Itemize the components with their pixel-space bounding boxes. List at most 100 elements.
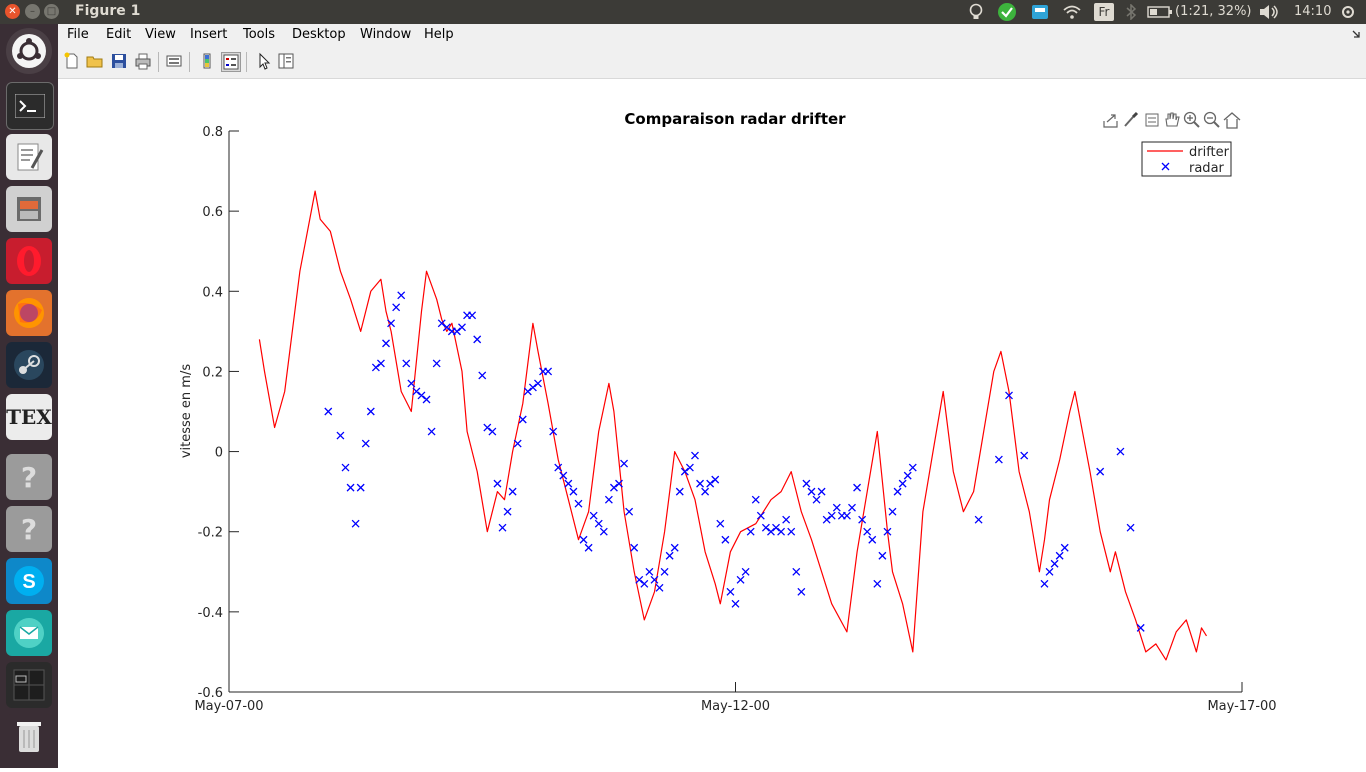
x-tick-label: May-17-00 — [1207, 699, 1276, 714]
open-file-icon[interactable] — [86, 52, 104, 70]
radar-point — [392, 303, 401, 312]
launcher-opera[interactable] — [6, 238, 52, 284]
axes-background[interactable] — [229, 131, 1242, 692]
launcher-files[interactable] — [6, 186, 52, 232]
undock-arrow-icon[interactable] — [1352, 30, 1360, 38]
bluetooth-icon[interactable] — [1125, 4, 1137, 20]
export-icon[interactable] — [1103, 114, 1118, 128]
keyboard-layout-indicator[interactable]: Fr — [1094, 3, 1114, 21]
data-tip-icon[interactable] — [1145, 113, 1159, 127]
radar-point — [351, 519, 360, 528]
home-icon[interactable] — [1223, 112, 1241, 129]
radar-point — [701, 487, 710, 496]
radar-point — [797, 587, 806, 596]
menu-view[interactable]: View — [145, 27, 176, 42]
launcher-unknown-app-1[interactable]: ? — [6, 454, 52, 500]
ubuntu-logo-icon — [12, 34, 46, 68]
zoom-out-icon[interactable] — [1203, 111, 1220, 128]
update-check-icon[interactable] — [997, 2, 1017, 22]
wifi-icon[interactable] — [1062, 4, 1082, 20]
radar-point — [832, 503, 841, 512]
radar-point — [488, 427, 497, 436]
radar-point — [518, 415, 527, 424]
radar-point — [772, 523, 780, 532]
radar-point — [685, 463, 694, 472]
legend[interactable]: drifter radar — [1141, 141, 1232, 177]
legend-radar-label: radar — [1189, 161, 1225, 176]
menu-desktop[interactable]: Desktop — [292, 27, 346, 42]
launcher-mail[interactable] — [6, 610, 52, 656]
insert-colorbar-icon[interactable] — [198, 52, 216, 70]
radar-point — [1116, 447, 1125, 456]
zoom-in-icon[interactable] — [1183, 111, 1200, 128]
menu-window[interactable]: Window — [360, 27, 412, 42]
radar-point — [544, 367, 553, 376]
radar-point — [432, 359, 441, 368]
radar-point — [1126, 523, 1135, 532]
radar-point — [361, 439, 370, 448]
radar-point — [777, 527, 786, 536]
radar-point — [402, 359, 411, 368]
property-inspector-icon[interactable] — [277, 52, 295, 70]
legend-drifter-label: drifter — [1189, 145, 1230, 160]
menu-file[interactable]: File — [67, 27, 89, 42]
save-icon[interactable] — [110, 52, 128, 70]
menu-edit[interactable]: Edit — [106, 27, 132, 42]
radar-point — [994, 455, 1003, 464]
radar-point — [356, 483, 365, 492]
launcher-terminal[interactable] — [6, 82, 54, 130]
radar-point — [974, 515, 983, 524]
launcher-trash[interactable] — [6, 714, 52, 760]
insert-legend-icon[interactable] — [221, 52, 241, 72]
radar-point — [696, 479, 705, 488]
minimize-window-button[interactable]: – — [25, 4, 40, 19]
ubuntu-dash-button[interactable] — [6, 28, 52, 74]
radar-point — [549, 427, 558, 436]
launcher-firefox[interactable] — [6, 290, 52, 336]
battery-status[interactable]: (1:21, 32%) — [1175, 4, 1252, 19]
inbox-tray-icon[interactable] — [1030, 3, 1050, 21]
volume-icon[interactable] — [1258, 4, 1280, 20]
radar-point — [1045, 567, 1054, 576]
radar-point — [508, 487, 517, 496]
menu-tools[interactable]: Tools — [243, 27, 276, 42]
print-icon[interactable] — [134, 52, 152, 70]
launcher-steam[interactable] — [6, 342, 52, 388]
drifter-line — [258, 190, 1208, 661]
launcher-workspace-switcher[interactable] — [6, 662, 52, 708]
radar-point — [559, 471, 568, 480]
radar-point — [1136, 623, 1145, 632]
radar-point — [756, 511, 765, 520]
radar-point — [741, 567, 750, 576]
radar-point — [437, 319, 446, 328]
battery-icon[interactable] — [1147, 6, 1173, 18]
launcher-text-editor[interactable] — [6, 134, 52, 180]
radar-point — [1096, 467, 1105, 476]
lightbulb-icon[interactable] — [968, 3, 984, 21]
edit-plot-icon[interactable] — [255, 52, 273, 70]
x-tick-label: May-12-00 — [701, 699, 770, 714]
radar-point — [817, 487, 826, 496]
launcher-skype[interactable]: S — [6, 558, 52, 604]
new-figure-icon[interactable] — [63, 52, 81, 70]
radar-point — [721, 535, 730, 544]
maximize-window-button[interactable]: □ — [44, 4, 59, 19]
launcher-unknown-app-2[interactable]: ? — [6, 506, 52, 552]
radar-point — [1020, 451, 1029, 460]
radar-point — [371, 363, 380, 372]
radar-point — [853, 483, 862, 492]
radar-point — [625, 507, 634, 516]
radar-point — [387, 319, 396, 328]
radar-point — [908, 463, 917, 472]
clock[interactable]: 14:10 — [1294, 4, 1332, 19]
menu-help[interactable]: Help — [424, 27, 454, 42]
launcher-texmaker[interactable]: TEX — [6, 394, 52, 440]
radar-point — [615, 479, 623, 488]
power-gear-icon[interactable] — [1340, 4, 1356, 20]
pan-icon[interactable] — [1165, 112, 1180, 127]
menu-insert[interactable]: Insert — [190, 27, 228, 42]
link-plot-icon[interactable] — [165, 52, 183, 70]
radar-point — [726, 587, 735, 596]
brush-icon[interactable] — [1124, 111, 1139, 127]
close-window-button[interactable]: ✕ — [5, 4, 20, 19]
